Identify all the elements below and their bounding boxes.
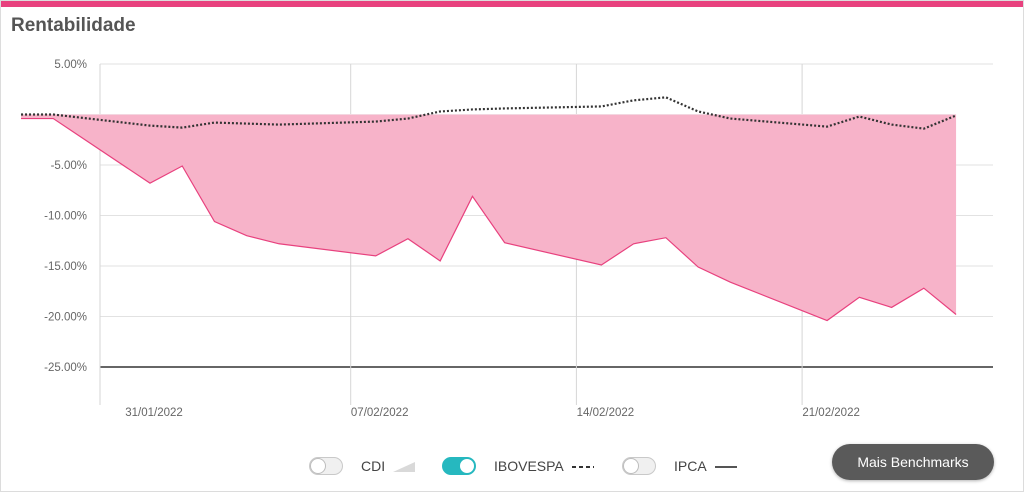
y-tick-label: -5.00% [51, 160, 87, 172]
ipca-toggle[interactable] [622, 457, 656, 475]
legend-label-ibovespa: IBOVESPA [494, 458, 564, 474]
y-tick-label: -15.00% [44, 261, 87, 273]
solid-line-icon [714, 466, 737, 468]
toggle-knob [310, 458, 326, 474]
accent-bar [1, 1, 1023, 7]
y-tick-label: -10.00% [44, 211, 87, 223]
x-tick-label: 31/01/2022 [125, 407, 183, 419]
legend-label-ipca: IPCA [674, 458, 707, 474]
legend-label-cdi: CDI [361, 458, 386, 474]
ibovespa-line [21, 96, 957, 130]
rentabilidade-line [21, 117, 957, 322]
legend-cdi[interactable]: CDI [309, 453, 416, 479]
legend-ibovespa[interactable]: IBOVESPA [442, 453, 594, 479]
toggle-knob [623, 458, 639, 474]
dashed-line-icon [571, 466, 594, 468]
y-tick-label: -25.00% [44, 362, 87, 374]
x-tick-label: 07/02/2022 [351, 407, 409, 419]
chart-title: Rentabilidade [11, 15, 136, 36]
area-swatch-icon [393, 462, 416, 472]
y-tick-label: -20.00% [44, 312, 87, 324]
mais-benchmarks-button[interactable]: Mais Benchmarks [832, 444, 994, 480]
cdi-toggle[interactable] [309, 457, 343, 475]
ibovespa-toggle[interactable] [442, 457, 476, 475]
rentabilidade-chart: 5.00% -5.00% -10.00% -15.00% -20.00% -25.00% 3… [21, 59, 993, 419]
rentabilidade-area [21, 114, 957, 321]
toggle-knob [459, 458, 475, 474]
x-tick-label: 21/02/2022 [802, 407, 860, 419]
x-tick-label: 14/02/2022 [577, 407, 635, 419]
y-tick-label: 5.00% [54, 59, 87, 71]
legend-ipca[interactable]: IPCA [622, 453, 737, 479]
